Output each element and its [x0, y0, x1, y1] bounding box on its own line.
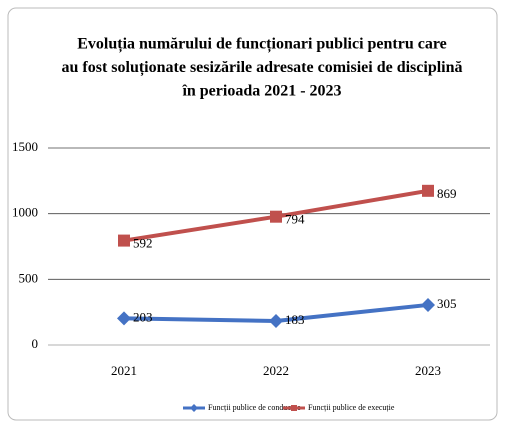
point-marker [118, 234, 130, 247]
point-marker [421, 297, 435, 312]
y-tick-label: 500 [19, 270, 39, 285]
chart-title: au fost soluționate sesizările adresate … [61, 59, 462, 77]
point-marker [269, 313, 283, 328]
legend-label: Funcții publice de conducere [208, 403, 301, 412]
data-label: 869 [437, 186, 457, 201]
data-label: 794 [285, 212, 305, 227]
data-label: 592 [133, 236, 153, 251]
y-tick-label: 1000 [12, 205, 38, 220]
chart-title: în perioada 2021 - 2023 [181, 83, 341, 100]
data-label: 203 [133, 309, 153, 324]
legend-marker [190, 404, 198, 412]
point-marker [117, 311, 131, 326]
x-tick-label: 2022 [263, 363, 289, 378]
point-marker [422, 184, 434, 197]
legend-label: Funcții publice de execuție [308, 403, 395, 412]
data-label: 305 [437, 296, 457, 311]
chart-title: Evoluția numărului de funcționari public… [77, 36, 447, 54]
point-marker [270, 210, 282, 223]
x-tick-label: 2023 [415, 363, 441, 378]
y-tick-label: 1500 [12, 139, 38, 154]
x-tick-label: 2021 [111, 363, 137, 378]
legend-marker [291, 405, 297, 411]
y-tick-label: 0 [32, 336, 39, 351]
data-label: 183 [285, 312, 305, 327]
